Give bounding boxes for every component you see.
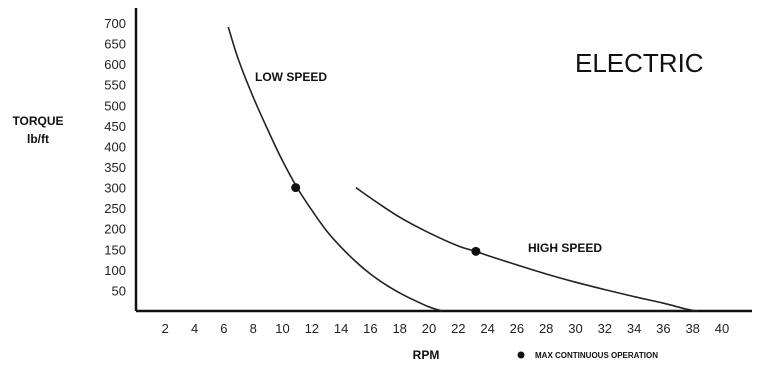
x-tick-label: 38	[685, 321, 699, 336]
legend: MAX CONTINUOUS OPERATION	[517, 351, 658, 360]
max-continuous-points	[291, 183, 481, 256]
x-tick-label: 14	[334, 321, 348, 336]
y-tick-label: 200	[104, 222, 126, 237]
x-tick-label: 28	[539, 321, 553, 336]
x-tick-label: 36	[656, 321, 670, 336]
x-tick-labels: 2 4 6 8 10 12 14 16 18 20 22 24 26 28 30 32 34 36 38 40	[162, 321, 730, 336]
x-tick-label: 2	[162, 321, 169, 336]
y-tick-label: 100	[104, 263, 126, 278]
axes	[134, 8, 752, 313]
y-tick-label: 450	[104, 119, 126, 134]
x-axis-title: RPM	[413, 348, 440, 362]
y-axis-title-line2: lb/ft	[27, 132, 49, 146]
y-tick-label: 150	[104, 242, 126, 257]
x-tick-label: 6	[220, 321, 227, 336]
series-line-low-speed	[227, 26, 443, 312]
x-tick-label: 4	[191, 321, 198, 336]
x-tick-label: 40	[715, 321, 729, 336]
y-axis-title-line1: TORQUE	[12, 114, 63, 128]
x-tick-label: 22	[451, 321, 465, 336]
chart-title: ELECTRIC	[575, 48, 704, 78]
series-line-high-speed	[355, 186, 698, 312]
y-tick-labels: 50 100 150 200 250 300 350 400 450 500 550 600 650 70…	[104, 16, 126, 298]
y-tick-label: 600	[104, 57, 126, 72]
x-tick-label: 16	[363, 321, 377, 336]
y-tick-label: 300	[104, 181, 126, 196]
y-tick-label: 350	[104, 160, 126, 175]
legend-dot-icon	[517, 351, 525, 359]
y-tick-label: 400	[104, 139, 126, 154]
max-continuous-point-high-speed	[471, 246, 481, 256]
x-tick-label: 26	[510, 321, 524, 336]
x-tick-label: 20	[422, 321, 436, 336]
legend-label: MAX CONTINUOUS OPERATION	[535, 351, 658, 360]
y-tick-label: 550	[104, 78, 126, 93]
max-continuous-point-low-speed	[291, 183, 301, 193]
x-tick-label: 8	[250, 321, 257, 336]
x-tick-label: 32	[598, 321, 612, 336]
x-tick-label: 18	[392, 321, 406, 336]
y-tick-label: 50	[112, 283, 126, 298]
y-tick-label: 250	[104, 201, 126, 216]
series-lines	[227, 26, 698, 312]
series-label-low-speed: LOW SPEED	[255, 70, 327, 84]
x-tick-label: 30	[568, 321, 582, 336]
x-tick-label: 12	[305, 321, 319, 336]
x-tick-label: 34	[627, 321, 641, 336]
x-tick-label: 24	[480, 321, 494, 336]
y-tick-label: 700	[104, 16, 126, 31]
x-tick-label: 10	[275, 321, 289, 336]
y-tick-label: 500	[104, 98, 126, 113]
y-tick-label: 650	[104, 37, 126, 52]
series-label-high-speed: HIGH SPEED	[528, 241, 602, 255]
